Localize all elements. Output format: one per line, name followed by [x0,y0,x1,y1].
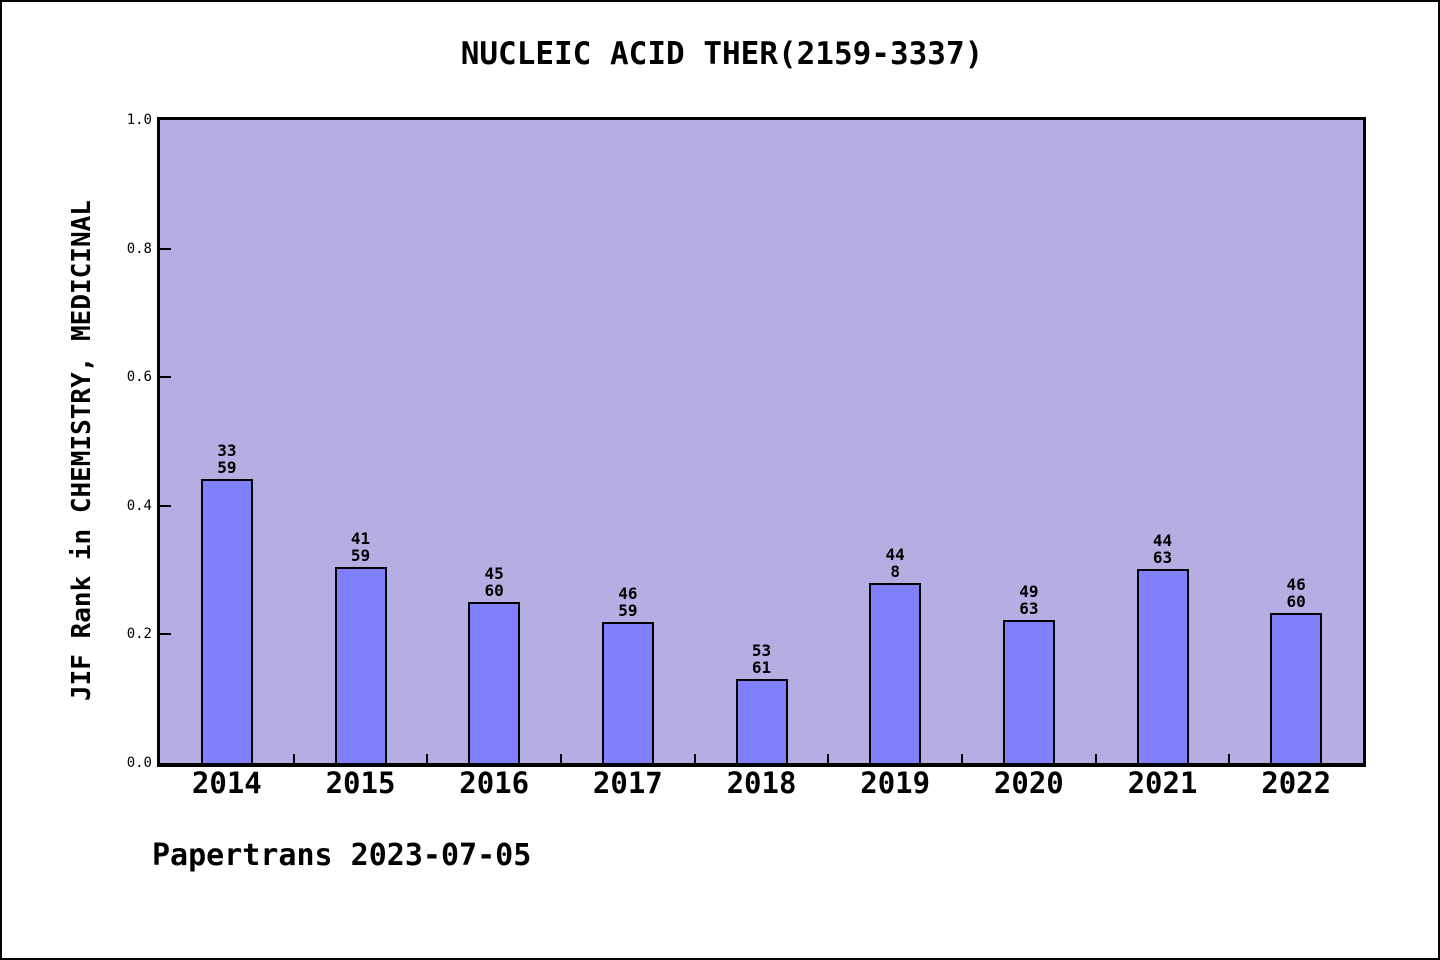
y-tick [160,247,171,250]
bar-2014 [200,479,253,763]
x-tick-label-2014: 2014 [191,766,262,800]
y-tick-label-0.2: 0.2 [126,626,152,643]
y-tick-label-0.0: 0.0 [126,755,152,771]
x-tick-label-2018: 2018 [726,766,797,800]
y-tick-label-1.0: 1.0 [126,112,152,128]
x-minor-tick [693,754,696,763]
bar-value-label-2020: 49 63 [1019,582,1039,618]
x-minor-tick [961,754,963,763]
bar-2019 [869,583,922,763]
bar-2017 [601,622,654,763]
x-minor-tick [1228,754,1231,763]
footer-watermark: Papertrans 2023-07-05 [152,838,532,873]
x-minor-tick [827,754,830,763]
y-tick-label-0.4: 0.4 [126,497,152,514]
bar-value-label-2021: 44 63 [1152,531,1173,567]
x-tick-label-2019: 2019 [860,766,931,800]
y-tick [160,633,171,636]
x-tick-label-2022: 2022 [1261,766,1332,800]
x-tick-label-2020: 2020 [993,766,1064,800]
x-tick-label-2015: 2015 [325,766,396,800]
bar-value-label-2019: 44 8 [885,545,905,581]
x-tick-label-2017: 2017 [592,766,663,800]
y-tick [160,504,171,507]
y-tick-label-0.8: 0.8 [126,240,152,257]
y-tick [160,376,171,379]
bar-2018 [735,679,788,763]
x-tick-label-2021: 2021 [1127,766,1198,800]
bar-2020 [1002,620,1055,763]
bar-value-label-2016: 45 60 [484,564,504,600]
y-tick-label-0.6: 0.6 [126,369,152,386]
x-minor-tick [292,754,295,763]
x-minor-tick [1094,754,1097,763]
bar-value-label-2018: 53 61 [751,641,772,677]
bar-2016 [468,602,521,763]
bar-2022 [1270,613,1323,763]
x-minor-tick [426,754,429,763]
bar-value-label-2022: 46 60 [1286,575,1306,611]
ticks-layer [160,120,1363,763]
x-minor-tick [560,754,562,763]
chart-title: NUCLEIC ACID THER(2159-3337) [460,36,984,72]
bar-value-label-2014: 33 59 [217,441,237,477]
bar-2015 [334,567,387,763]
bars-layer: 33 59 41 59 45 60 46 59 53 61 44 8 49 63 44 63 46 60 [160,120,1363,763]
x-tick-label-2016: 2016 [459,766,530,800]
bar-value-label-2017: 46 59 [618,584,638,620]
bar-2021 [1136,569,1189,763]
bar-value-label-2015: 41 59 [350,529,371,565]
